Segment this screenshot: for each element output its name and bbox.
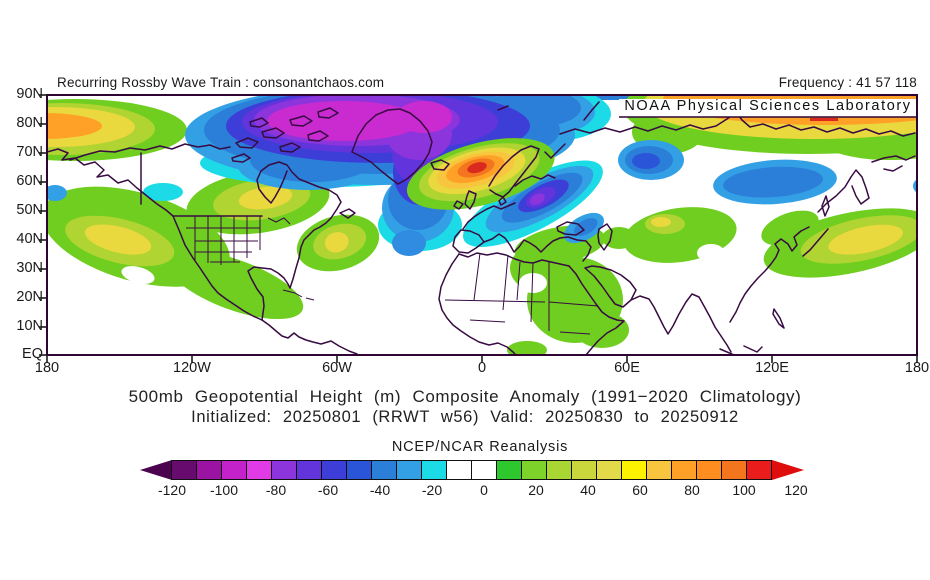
lon-label-120e: 120E [755,360,789,376]
lat-label-eq: EQ [22,346,43,362]
colorbar-tick: 40 [580,482,596,498]
lat-label-20n: 20N [16,289,43,305]
colorbar-tick: -120 [157,482,187,498]
axis-ticks [39,94,918,363]
colorbar-tick: -100 [209,482,239,498]
colorbar [140,460,804,480]
colorbar-tick: -80 [265,482,287,498]
lon-label-0: 0 [477,360,487,376]
lon-label-180e: 180 [904,360,930,376]
lon-label-180w: 180 [34,360,60,376]
lat-label-50n: 50N [16,202,43,218]
frequency-note: Frequency : 41 57 118 [778,75,917,90]
coastlines [47,101,916,355]
lon-label-60w: 60W [322,360,352,376]
colorbar-label: NCEP/NCAR Reanalysis [391,439,569,455]
colorbar-tick: -20 [421,482,443,498]
colorbar-tick: 100 [732,482,756,498]
colorbar-tick: -60 [317,482,339,498]
lat-label-60n: 60N [16,173,43,189]
lat-label-70n: 70N [16,144,43,160]
lat-label-30n: 30N [16,260,43,276]
lon-label-120w: 120W [173,360,211,376]
lat-label-80n: 80N [16,115,43,131]
lat-label-90n: 90N [16,86,43,102]
noaa-label-box [619,99,917,117]
colorbar-tick: 80 [684,482,700,498]
lat-label-40n: 40N [16,231,43,247]
source-note: Recurring Rossby Wave Train : consonantc… [57,75,385,90]
colorbar-tick: 60 [632,482,648,498]
lat-label-10n: 10N [16,318,43,334]
plot-subtitle: Initialized: 20250801 (RRWT w56) Valid: … [191,408,739,426]
colorbar-right-arrow-icon [772,460,804,480]
colorbar-tick: 0 [480,482,488,498]
noaa-psl-label: NOAA Physical Sciences Laboratory [624,98,912,114]
colorbar-tick: -40 [369,482,391,498]
colorbar-cells [171,460,772,480]
colorbar-tick: 120 [784,482,808,498]
lon-label-60e: 60E [614,360,640,376]
political-borders [186,216,599,335]
colorbar-tick: 20 [528,482,544,498]
plot-title: 500mb Geopotential Height (m) Composite … [128,387,802,406]
colorbar-left-arrow-icon [140,460,172,480]
